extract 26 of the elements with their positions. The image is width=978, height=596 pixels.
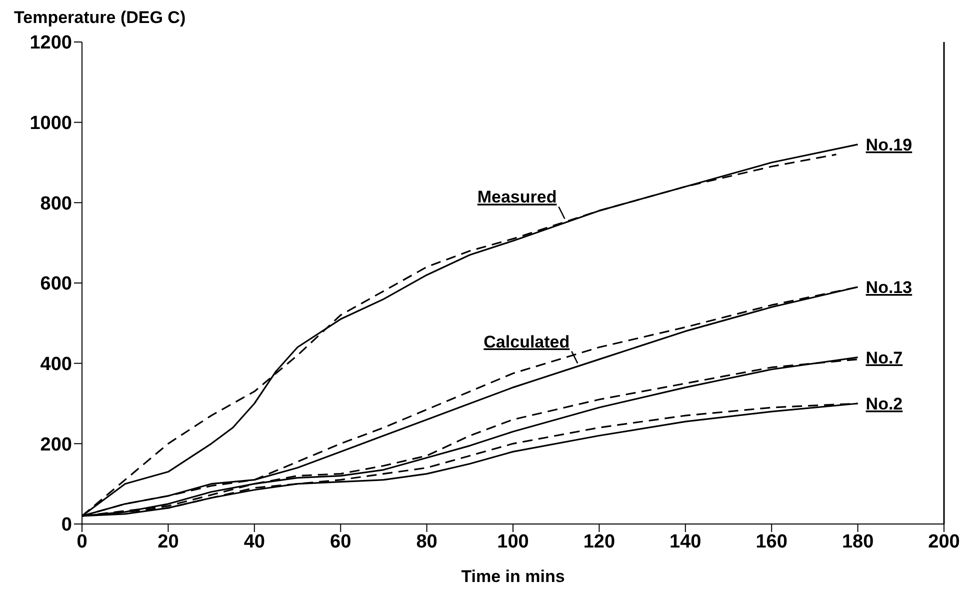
- x-tick-label: 160: [756, 531, 788, 552]
- x-tick-label: 80: [416, 531, 438, 552]
- series-label: No.7: [866, 348, 903, 368]
- y-axis-title: Temperature (DEG C): [14, 8, 186, 28]
- x-tick-label: 20: [158, 531, 179, 552]
- x-tick-label: 120: [583, 531, 616, 552]
- y-tick-label: 800: [40, 193, 72, 214]
- y-tick-label: 1200: [30, 32, 72, 54]
- y-tick-label: 400: [40, 354, 72, 376]
- series-label: No.19: [866, 135, 912, 154]
- x-tick-label: 40: [244, 531, 265, 552]
- series-label: No.2: [866, 394, 903, 414]
- x-tick-label: 60: [330, 531, 352, 552]
- x-tick-label: 100: [497, 531, 529, 552]
- y-tick-label: 200: [40, 434, 72, 456]
- y-tick-label: 600: [40, 274, 72, 295]
- annotation: Measured: [477, 188, 557, 207]
- x-axis-title: Time in mins: [461, 567, 565, 586]
- series-label: No.13: [866, 278, 912, 298]
- x-tick-label: 180: [842, 531, 874, 552]
- y-tick-label: 1000: [30, 113, 72, 134]
- x-tick-label: 0: [76, 531, 88, 552]
- annotation: Calculated: [484, 332, 570, 352]
- x-tick-label: 200: [928, 531, 960, 552]
- y-tick-label: 0: [61, 514, 72, 536]
- x-tick-label: 140: [670, 531, 702, 552]
